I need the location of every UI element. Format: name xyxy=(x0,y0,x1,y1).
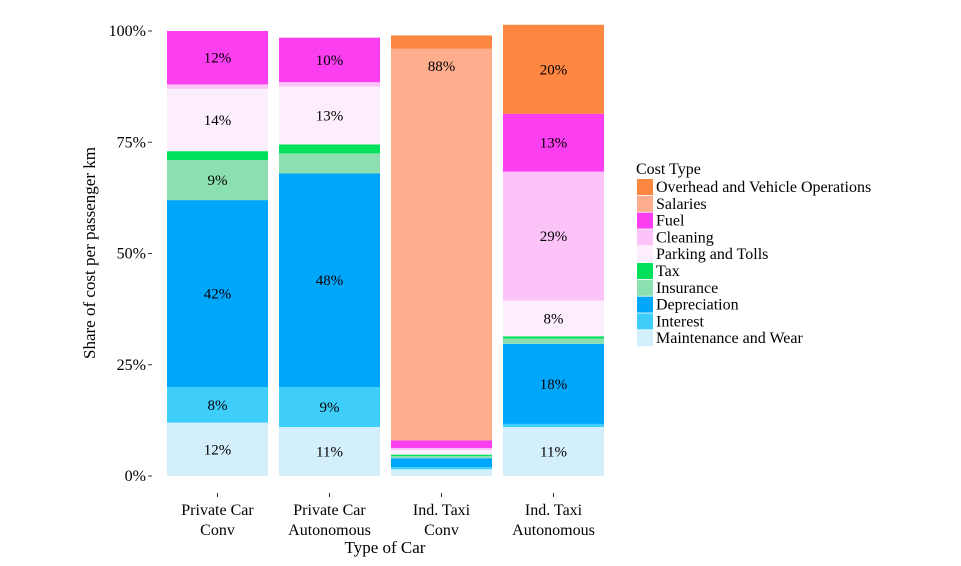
bar-segment xyxy=(279,173,380,387)
legend-swatch xyxy=(637,296,653,313)
data-label: 11% xyxy=(540,445,567,461)
bar-segment xyxy=(279,86,380,145)
data-label: 8% xyxy=(544,311,564,327)
legend-label: Fuel xyxy=(656,213,685,230)
bar-segment xyxy=(503,24,604,114)
bar-segment xyxy=(503,343,604,424)
y-tick-label: 0% xyxy=(125,468,146,485)
bar-segment xyxy=(279,37,380,83)
legend-swatch xyxy=(637,246,653,263)
bar-segment xyxy=(503,427,604,476)
data-label: 11% xyxy=(316,445,343,461)
legend-title: Cost Type xyxy=(636,161,701,178)
bar-segment xyxy=(503,338,604,344)
legend-label: Overhead and Vehicle Operations xyxy=(656,179,871,196)
bar-segment xyxy=(167,84,268,89)
legend-swatch xyxy=(637,313,653,330)
bar-segment xyxy=(279,144,380,154)
legend-label: Depreciation xyxy=(656,297,739,314)
x-axis-title: Type of Car xyxy=(345,538,426,557)
legend-swatch xyxy=(637,229,653,246)
bar-segment xyxy=(167,387,268,423)
legend-label: Interest xyxy=(656,313,705,330)
legend-swatch xyxy=(637,263,653,279)
bar-segment xyxy=(167,88,268,152)
bar-segment xyxy=(167,151,268,161)
legend-swatch xyxy=(637,330,653,347)
bar-segment xyxy=(391,469,492,476)
data-label: 29% xyxy=(540,229,568,245)
x-tick-label: Private Car xyxy=(181,502,254,519)
bar-segment xyxy=(167,200,268,387)
bar-segment xyxy=(503,423,604,428)
data-label: 88% xyxy=(428,59,456,75)
bar-segment xyxy=(167,422,268,476)
bar-segment xyxy=(391,48,492,441)
legend-swatch xyxy=(637,212,653,229)
bar-segment xyxy=(503,300,604,337)
legend-label: Maintenance and Wear xyxy=(656,330,803,347)
data-label: 9% xyxy=(208,173,228,189)
data-label: 20% xyxy=(540,62,568,78)
data-label: 10% xyxy=(316,53,344,69)
legend-label: Salaries xyxy=(656,196,707,213)
data-label: 48% xyxy=(316,273,344,289)
legend-swatch xyxy=(637,279,653,296)
y-axis: 0% 25% 50% 75% 100% xyxy=(109,23,152,485)
data-label: 14% xyxy=(204,113,232,129)
bar-segment xyxy=(279,387,380,428)
y-tick-label: 50% xyxy=(117,246,146,263)
bar-segment xyxy=(391,458,492,468)
y-tick-label: 25% xyxy=(117,357,146,374)
x-tick-label: Ind. Taxi xyxy=(413,502,471,519)
y-tick-label: 75% xyxy=(117,134,146,151)
x-axis: Private Car Conv Private Car Autonomous Ind.… xyxy=(181,493,595,539)
data-label: 12% xyxy=(204,442,232,458)
x-tick-label: Conv xyxy=(424,522,459,539)
legend-label: Cleaning xyxy=(656,229,714,246)
bar-segment xyxy=(391,35,492,49)
bar-segment xyxy=(391,447,492,451)
bar-segment xyxy=(391,467,492,470)
data-label: 13% xyxy=(316,109,344,125)
bar-segment xyxy=(391,455,492,459)
bar-segment xyxy=(279,82,380,87)
x-tick-label: Private Car xyxy=(293,502,366,519)
bar-segment xyxy=(391,440,492,448)
bars xyxy=(167,24,604,476)
x-tick-label: Autonomous xyxy=(512,522,595,539)
y-tick-label: 100% xyxy=(109,23,146,40)
bar-segment xyxy=(279,153,380,174)
data-labels: 12% 8% 42% 9% 14% 12% 11% 9% 48% 13% 10% 88% 11% 18% 8… xyxy=(204,51,568,461)
bar-segment xyxy=(391,450,492,455)
bar-segment xyxy=(391,454,492,456)
bar-segment xyxy=(503,113,604,172)
legend: Cost Type Overhead and Vehicle Operation… xyxy=(636,161,871,347)
legend-swatch xyxy=(637,179,653,195)
data-label: 9% xyxy=(320,400,340,416)
data-label: 18% xyxy=(540,377,568,393)
x-tick-label: Autonomous xyxy=(288,522,371,539)
legend-swatch xyxy=(637,195,653,212)
data-label: 13% xyxy=(540,136,568,152)
legend-label: Tax xyxy=(656,263,680,280)
bar-segment xyxy=(503,336,604,339)
bar-segment xyxy=(167,31,268,85)
legend-label: Parking and Tolls xyxy=(656,246,768,263)
data-label: 12% xyxy=(204,51,232,67)
bar-segment xyxy=(503,171,604,301)
bar-segment xyxy=(279,427,380,476)
y-axis-title: Share of cost per passenger km xyxy=(80,147,99,359)
x-tick-label: Conv xyxy=(200,522,235,539)
x-tick-label: Ind. Taxi xyxy=(525,502,583,519)
legend-label: Insurance xyxy=(656,280,718,297)
bar-segment xyxy=(167,160,268,201)
data-label: 8% xyxy=(208,398,228,414)
data-label: 42% xyxy=(204,287,232,303)
